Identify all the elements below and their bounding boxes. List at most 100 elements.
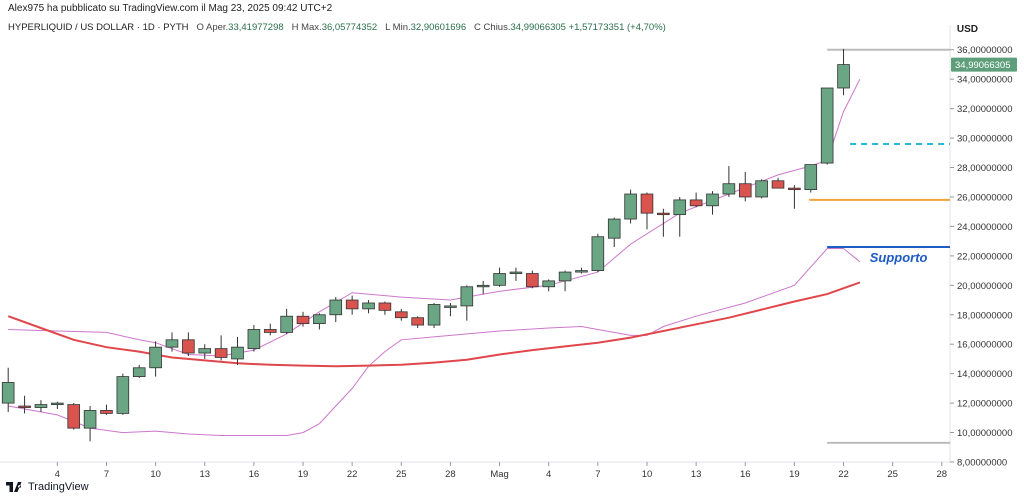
high-letter: H bbox=[291, 22, 299, 33]
candle-body bbox=[837, 64, 850, 89]
axis-currency-label: USD bbox=[956, 24, 978, 35]
bollinger-lower-line bbox=[8, 248, 861, 436]
open-label: Aper. bbox=[205, 22, 229, 33]
candle-body bbox=[247, 329, 261, 350]
candle-body bbox=[411, 317, 424, 326]
candle-body bbox=[263, 329, 277, 333]
y-tick-label: 30,00000000 bbox=[957, 134, 1012, 145]
candle-body bbox=[116, 376, 130, 414]
x-tick-label: 4 bbox=[546, 469, 551, 480]
candle-body bbox=[493, 273, 506, 286]
x-tick-label: 16 bbox=[249, 469, 260, 480]
candle-body bbox=[526, 273, 539, 288]
candle-body bbox=[394, 311, 408, 319]
low-value: 32,90601696 bbox=[410, 22, 467, 33]
candle-body bbox=[624, 193, 637, 220]
candle-body bbox=[182, 339, 195, 354]
candle-body bbox=[83, 410, 97, 429]
y-tick-label: 10,00000000 bbox=[957, 428, 1012, 439]
candle-body bbox=[788, 187, 801, 191]
candle-body bbox=[575, 270, 588, 273]
candle-body bbox=[738, 183, 752, 198]
candle-body bbox=[296, 315, 310, 324]
open-value: 33,41977298 bbox=[228, 22, 284, 33]
x-tick-label: 22 bbox=[347, 469, 358, 480]
published-by-text: Alex975 ha pubblicato su TradingView.com… bbox=[8, 3, 333, 14]
candle-body bbox=[804, 164, 818, 191]
y-tick-label: 14,00000000 bbox=[957, 369, 1012, 380]
y-tick-label: 32,00000000 bbox=[957, 104, 1012, 115]
x-tick-label: 22 bbox=[838, 469, 849, 480]
candle-body bbox=[198, 348, 212, 354]
close-value: 34,99066305 bbox=[510, 22, 566, 33]
candle-body bbox=[607, 218, 621, 239]
candle-body bbox=[591, 236, 605, 271]
candle-body bbox=[362, 302, 375, 310]
y-tick-label: 34,00000000 bbox=[957, 75, 1012, 86]
candle-body bbox=[476, 284, 490, 288]
open-letter: O bbox=[196, 22, 204, 33]
x-tick-label: 25 bbox=[396, 469, 407, 480]
close-letter: C bbox=[474, 22, 481, 33]
candle-body bbox=[345, 299, 359, 310]
candle-body bbox=[149, 346, 162, 369]
candle-body bbox=[542, 280, 556, 288]
y-tick-label: 20,00000000 bbox=[957, 281, 1012, 292]
candle-body bbox=[509, 271, 523, 274]
candle-body bbox=[18, 405, 31, 408]
candle-body bbox=[329, 299, 343, 316]
candle-body bbox=[214, 348, 228, 358]
x-tick-label: 19 bbox=[789, 469, 800, 480]
y-tick-label: 22,00000000 bbox=[957, 251, 1012, 262]
candle-body bbox=[51, 402, 64, 406]
candle-body bbox=[444, 305, 457, 308]
candle-body bbox=[558, 271, 572, 282]
candle-body bbox=[755, 180, 768, 198]
x-tick-label: 28 bbox=[445, 469, 456, 480]
high-value: 36,05774352 bbox=[321, 22, 378, 33]
candle-body bbox=[722, 183, 736, 195]
low-letter: L bbox=[385, 22, 391, 33]
x-tick-label: 28 bbox=[937, 469, 948, 480]
bollinger-upper-line bbox=[8, 78, 861, 357]
ohlc-legend: HYPERLIQUID / US DOLLAR · 1D · PYTH O Ap… bbox=[8, 22, 666, 33]
candle-body bbox=[820, 87, 834, 164]
candle-body bbox=[34, 404, 48, 408]
candle-body bbox=[689, 199, 703, 207]
support-annotation: Supporto bbox=[870, 250, 928, 265]
candle-body bbox=[165, 339, 179, 348]
close-label: Chius. bbox=[483, 22, 511, 33]
candle-body bbox=[132, 367, 146, 377]
candle-body bbox=[657, 212, 670, 216]
y-tick-label: 26,00000000 bbox=[957, 192, 1012, 203]
y-tick-label: 24,00000000 bbox=[957, 222, 1012, 233]
candle-body bbox=[1, 382, 15, 404]
y-tick-label: 36,00000000 bbox=[957, 45, 1012, 56]
x-tick-label: Mag bbox=[490, 469, 508, 480]
x-tick-label: 19 bbox=[298, 469, 309, 480]
change-value: +1,57173351 (+4,70%) bbox=[568, 22, 666, 33]
y-tick-label: 12,00000000 bbox=[957, 399, 1012, 410]
x-tick-label: 4 bbox=[55, 469, 60, 480]
y-tick-label: 16,00000000 bbox=[957, 340, 1012, 351]
candle-body bbox=[313, 314, 326, 324]
y-tick-label: 18,00000000 bbox=[957, 310, 1012, 321]
candle-body bbox=[378, 302, 392, 311]
low-label: Min. bbox=[392, 22, 411, 33]
x-tick-label: 16 bbox=[740, 469, 751, 480]
candle-body bbox=[427, 304, 441, 326]
symbol-label: HYPERLIQUID / US DOLLAR · 1D · PYTH bbox=[8, 22, 189, 33]
x-tick-label: 7 bbox=[104, 469, 109, 480]
y-tick-label: 28,00000000 bbox=[957, 163, 1012, 174]
price-tag-label: 34,99066305 bbox=[955, 60, 1010, 71]
high-label: Max. bbox=[301, 22, 322, 33]
y-tick-label: 8,00000000 bbox=[957, 458, 1007, 469]
x-tick-label: 13 bbox=[199, 469, 210, 480]
candle-body bbox=[673, 199, 687, 216]
footer-brand: TradingView bbox=[28, 481, 89, 493]
candle-body bbox=[231, 346, 244, 360]
candle-body bbox=[460, 286, 474, 307]
candle-body bbox=[100, 410, 113, 414]
candle-body bbox=[640, 193, 654, 214]
